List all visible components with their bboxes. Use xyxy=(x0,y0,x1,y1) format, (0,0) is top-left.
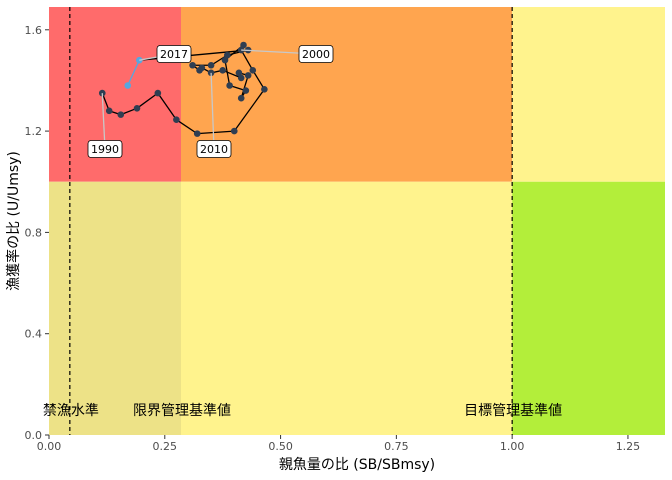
x-tick-label-4: 1.00 xyxy=(500,440,525,453)
year-label-2017: 2017 xyxy=(160,48,188,61)
data-point-2007 xyxy=(235,69,243,77)
data-point-1997 xyxy=(230,127,238,135)
reference-lines-layer xyxy=(69,7,513,435)
y-tick-label-3: 1.2 xyxy=(25,125,43,138)
data-point-2018 xyxy=(124,82,132,89)
x-tick-label-0: 0.00 xyxy=(37,440,62,453)
leader-line-1990 xyxy=(101,93,106,150)
points-layer xyxy=(98,41,268,137)
data-point-2013 xyxy=(189,61,196,69)
data-point-2015 xyxy=(224,51,231,59)
trajectory-segment-1993 xyxy=(136,92,159,109)
data-point-1993 xyxy=(133,105,141,112)
zone-4 xyxy=(181,181,513,435)
x-tick-label-2: 0.50 xyxy=(268,440,293,453)
year-label-2000: 2000 xyxy=(302,48,330,61)
trajectory-segment-2008 xyxy=(222,69,242,79)
data-point-1999 xyxy=(249,67,257,74)
x-tick-label-5: 1.25 xyxy=(616,440,641,453)
reference-label-1: 限界管理基準値 xyxy=(133,402,231,419)
data-point-1990 xyxy=(98,89,106,97)
zone-1 xyxy=(181,7,513,182)
data-point-2009 xyxy=(219,67,226,74)
data-point-2010 xyxy=(207,69,215,77)
trajectory-segment-1995 xyxy=(176,119,198,135)
y-tick-label-4: 1.6 xyxy=(25,24,43,37)
zones-layer xyxy=(49,7,665,435)
data-point-1995 xyxy=(173,116,180,123)
year-labels-layer: 1990 2000 2010 2017 xyxy=(87,45,334,158)
zone-5 xyxy=(512,181,665,435)
trajectory-segment-1997 xyxy=(233,88,265,132)
data-point-2002 xyxy=(221,56,229,64)
zone-3 xyxy=(49,181,181,435)
reference-label-2: 目標管理基準値 xyxy=(464,402,562,419)
reference-labels-layer: 禁漁水準 限界管理基準値 目標管理基準値 xyxy=(43,402,562,419)
data-point-1996 xyxy=(193,130,201,137)
data-point-2012 xyxy=(196,67,203,74)
x-axis-title: 親魚量の比 (SB/SBmsy) xyxy=(279,457,435,473)
trajectory-segment-1994 xyxy=(157,92,177,121)
year-label-box-1990 xyxy=(87,140,123,158)
y-tick-label-2: 0.8 xyxy=(25,226,43,239)
x-tick-label-1: 0.25 xyxy=(153,440,178,453)
year-label-box-2000 xyxy=(298,45,334,63)
year-label-box-2017 xyxy=(156,45,192,63)
data-point-2001 xyxy=(240,41,247,49)
reference-label-0: 禁漁水準 xyxy=(43,403,99,419)
y-tick-label-1: 0.4 xyxy=(25,328,43,341)
data-point-2006 xyxy=(244,72,252,79)
zone-2 xyxy=(512,7,665,182)
data-point-2005 xyxy=(237,94,245,102)
y-axis-title: 漁獲率の比 (U/Umsy) xyxy=(5,151,22,291)
trajectory-segment-2017 xyxy=(127,59,140,86)
x-tick-label-3: 0.75 xyxy=(384,440,409,453)
trajectory-segment-1999 xyxy=(240,49,254,71)
y-tick-label-0: 0.0 xyxy=(25,429,43,442)
data-point-2008 xyxy=(237,74,245,82)
leader-line-2010 xyxy=(210,72,215,150)
trajectory-segment-2005 xyxy=(240,75,249,99)
year-label-1990: 1990 xyxy=(91,143,119,156)
data-point-2003 xyxy=(226,82,233,89)
trajectory-segment-1998 xyxy=(252,69,265,90)
data-point-1994 xyxy=(154,89,162,97)
year-label-box-2010 xyxy=(196,140,232,158)
data-point-2014 xyxy=(207,61,215,69)
axes-layer: 0.00 0.25 0.50 0.75 1.00 1.25 0.0 0.4 0.8 1.2 1.6 親… xyxy=(5,24,640,473)
data-point-2004 xyxy=(242,87,250,94)
year-label-2010: 2010 xyxy=(200,143,228,156)
data-point-1991 xyxy=(105,107,113,115)
data-point-1998 xyxy=(261,86,268,93)
data-point-1992 xyxy=(117,111,125,118)
trajectory-segment-1996 xyxy=(197,130,235,135)
